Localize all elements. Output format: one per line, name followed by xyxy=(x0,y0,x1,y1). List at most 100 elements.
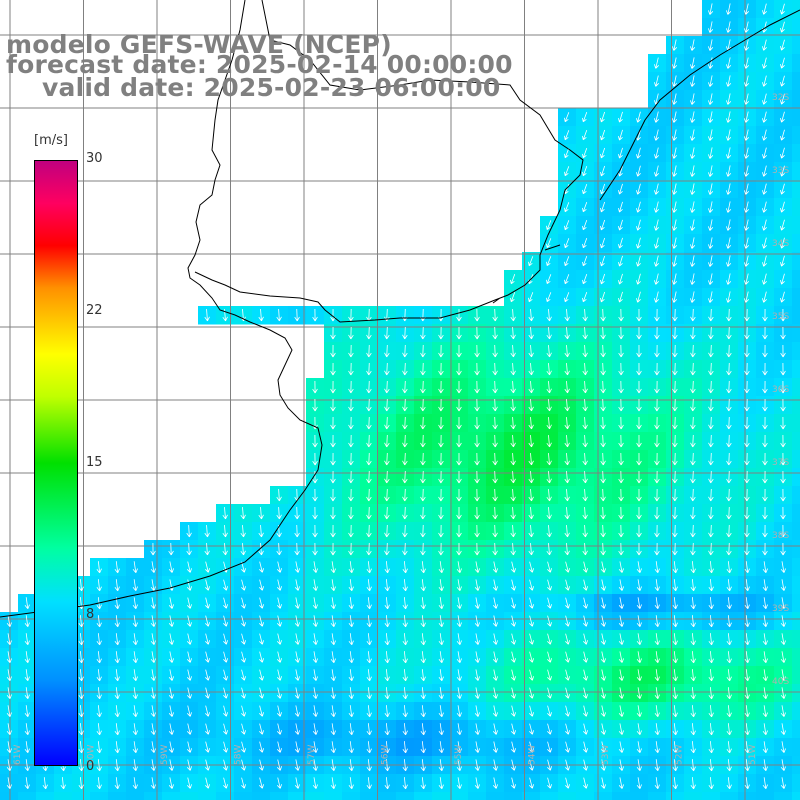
wind-arrow xyxy=(708,705,714,718)
wind-arrow xyxy=(582,417,588,430)
wind-arrow xyxy=(78,633,84,646)
wind-arrow xyxy=(474,759,480,771)
wind-arrow xyxy=(672,129,678,141)
wind-arrow xyxy=(618,255,623,267)
wind-arrow xyxy=(565,777,570,789)
wind-arrow xyxy=(672,471,678,484)
wind-arrow xyxy=(186,687,192,699)
wind-arrow xyxy=(492,597,498,609)
wind-arrow xyxy=(510,759,516,771)
wind-arrow xyxy=(762,759,768,771)
latitude-labels: 32S 33S 34S 35S 36S 37S 38S 39S 40S xyxy=(772,93,789,687)
wind-arrow xyxy=(474,669,480,681)
wind-arrow xyxy=(583,723,588,735)
wind-speed-cell xyxy=(792,360,800,379)
wind-arrow xyxy=(726,741,732,754)
wind-arrow xyxy=(618,291,623,303)
wind-arrow xyxy=(762,147,767,159)
wind-arrow xyxy=(564,381,570,394)
wind-arrow xyxy=(618,219,623,231)
longitude-labels: 61W 60W 59W 58W 57W 56W 55W 54W 53W 52W 51W xyxy=(13,745,758,765)
wind-arrow xyxy=(565,705,570,717)
wind-arrow xyxy=(744,147,750,159)
latitude-label: 36S xyxy=(772,385,789,395)
wind-arrow xyxy=(672,597,678,610)
wind-arrow xyxy=(330,777,336,789)
wind-arrow xyxy=(6,633,12,645)
wind-speed-cell xyxy=(792,216,800,235)
wind-arrow xyxy=(492,669,498,681)
wind-arrow xyxy=(60,777,66,790)
wind-arrow xyxy=(205,633,210,645)
wind-arrow xyxy=(205,705,210,717)
wind-arrow xyxy=(618,147,623,159)
wind-arrow xyxy=(276,741,282,753)
wind-arrow xyxy=(618,506,624,520)
wind-arrow xyxy=(744,362,750,376)
wind-arrow xyxy=(762,183,767,195)
wind-arrow xyxy=(726,291,732,303)
wind-arrow xyxy=(384,399,390,412)
wind-arrow xyxy=(547,561,552,573)
wind-arrow xyxy=(366,669,372,682)
wind-arrow xyxy=(168,543,174,556)
wind-arrow xyxy=(744,255,750,267)
wind-arrow xyxy=(438,615,444,628)
wind-arrow xyxy=(636,273,641,285)
wind-arrow xyxy=(402,345,408,358)
wind-arrow xyxy=(565,759,570,771)
wind-arrow xyxy=(600,309,606,322)
wind-speed-cell xyxy=(522,792,541,800)
wind-arrow xyxy=(636,308,642,322)
wind-arrow xyxy=(726,3,732,15)
wind-arrow xyxy=(600,651,606,663)
longitude-label: 52W xyxy=(675,745,685,765)
wind-arrow xyxy=(384,579,390,592)
wind-arrow xyxy=(708,687,714,700)
wind-arrow xyxy=(726,525,732,538)
colorbar-tick-8: 8 xyxy=(86,607,95,622)
wind-arrow xyxy=(276,615,282,627)
wind-arrow xyxy=(384,687,390,700)
wind-arrow xyxy=(672,687,678,700)
wind-arrow xyxy=(186,741,192,753)
wind-arrow xyxy=(654,524,660,538)
wind-arrow xyxy=(654,237,660,249)
wind-arrow xyxy=(186,525,192,538)
wind-arrow xyxy=(690,579,696,592)
wind-arrow xyxy=(438,470,444,484)
wind-arrow xyxy=(744,201,750,213)
wind-arrow xyxy=(366,381,372,394)
wind-arrow xyxy=(726,489,732,502)
wind-arrow xyxy=(762,3,767,15)
wind-arrow xyxy=(384,597,390,610)
wind-arrow xyxy=(690,435,696,448)
wind-arrow xyxy=(456,398,462,412)
wind-arrow xyxy=(690,633,696,646)
wind-arrow xyxy=(654,651,660,664)
wind-speed-cell xyxy=(468,792,487,800)
wind-arrow xyxy=(96,615,102,628)
wind-arrow xyxy=(600,273,606,285)
wind-arrow xyxy=(636,542,642,556)
wind-arrow xyxy=(294,651,300,663)
wind-speed-cell xyxy=(792,162,800,181)
wind-arrow xyxy=(690,777,696,790)
wind-arrow xyxy=(708,453,714,466)
wind-arrow xyxy=(132,561,138,574)
wind-arrow xyxy=(780,291,785,303)
wind-arrow xyxy=(762,165,767,177)
wind-arrow xyxy=(672,759,678,772)
wind-arrow xyxy=(618,416,624,430)
longitude-label: 57W xyxy=(307,745,317,765)
wind-arrow xyxy=(402,759,408,772)
wind-arrow xyxy=(690,561,696,574)
wind-arrow xyxy=(348,651,354,664)
wind-arrow xyxy=(294,561,300,573)
wind-speed-cell xyxy=(378,792,397,800)
wind-arrow xyxy=(726,687,732,700)
wind-arrow xyxy=(492,723,498,735)
wind-arrow xyxy=(726,111,732,123)
